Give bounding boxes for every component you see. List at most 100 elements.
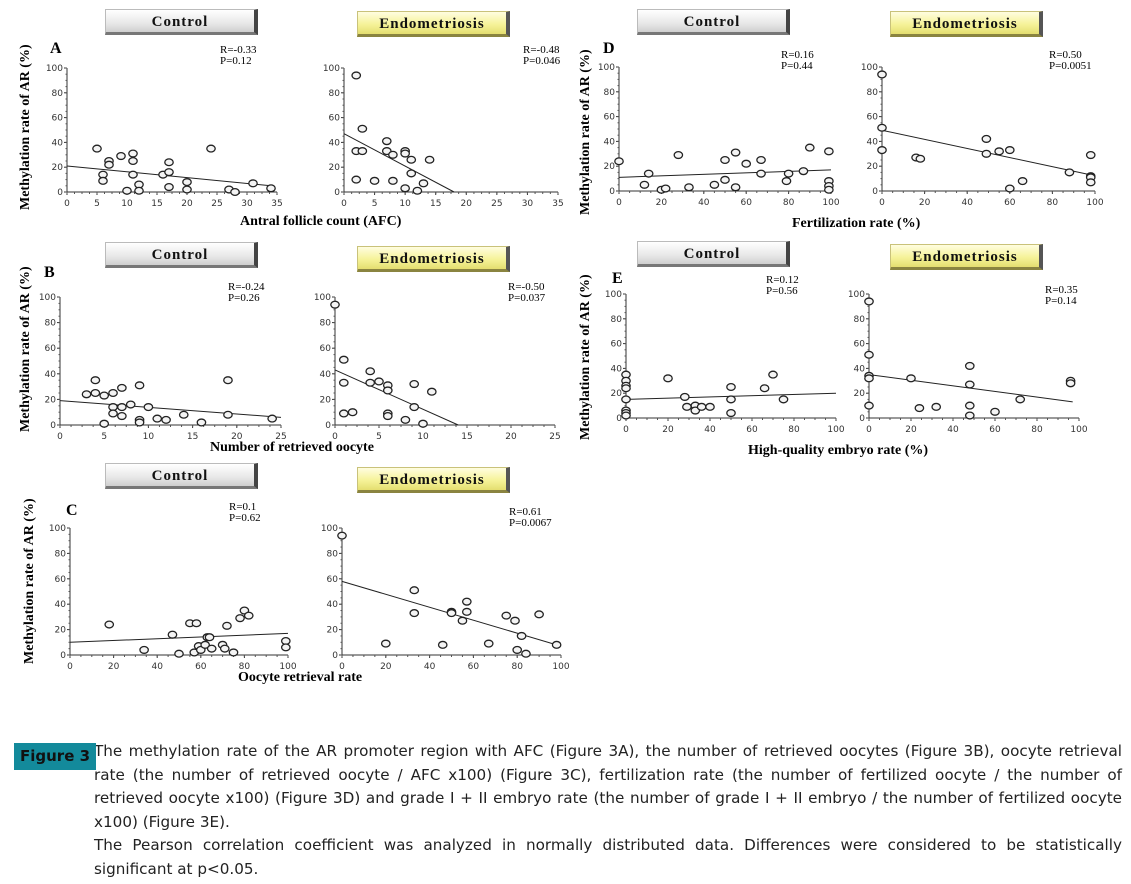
- x-tick-label: 40: [424, 662, 436, 672]
- y-tick-label: 0: [872, 187, 878, 197]
- x-tick-label: 20: [108, 662, 120, 672]
- data-point: [705, 402, 715, 411]
- data-point: [382, 411, 393, 421]
- data-point: [128, 149, 138, 158]
- regression-line: [618, 169, 832, 178]
- figure-caption: Figure 3 The methylation rate of the AR …: [14, 740, 1122, 881]
- y-tick-label: 80: [604, 88, 616, 98]
- data-point: [679, 392, 690, 401]
- y-tick-label: 60: [45, 344, 57, 354]
- data-point: [684, 183, 694, 192]
- data-point: [182, 185, 192, 194]
- y-tick-label: 100: [861, 63, 878, 73]
- data-point: [726, 395, 736, 404]
- data-point: [400, 415, 411, 424]
- data-point: [551, 640, 562, 649]
- scatter-plot-a2: 0 20 40 60 80 100 0 5 10 15 20 25 30 35: [323, 64, 564, 209]
- y-tick-label: 20: [329, 163, 341, 173]
- x-tick-label: 100: [827, 425, 844, 435]
- data-point: [1015, 395, 1026, 404]
- data-point: [1017, 177, 1028, 186]
- x-axis-label-b: Number of retrieved oocyte: [210, 440, 374, 455]
- figure-badge: Figure 3: [14, 743, 97, 770]
- regression-line: [343, 133, 455, 193]
- y-tick-label: 40: [52, 138, 64, 148]
- control-label-e: Control: [637, 241, 790, 267]
- x-tick-label: 10: [143, 432, 155, 442]
- data-point: [267, 414, 278, 423]
- data-point: [709, 180, 720, 189]
- data-point: [206, 144, 216, 153]
- data-point: [516, 631, 527, 640]
- x-tick-label: 10: [121, 199, 133, 209]
- x-tick-label: 35: [552, 199, 563, 209]
- x-tick-label: 15: [187, 432, 198, 442]
- data-point: [906, 374, 916, 383]
- data-point: [726, 382, 736, 392]
- data-point: [696, 402, 707, 411]
- y-tick-label: 100: [46, 64, 63, 74]
- x-tick-label: 0: [623, 425, 629, 435]
- data-point: [174, 649, 184, 658]
- data-point: [409, 609, 420, 618]
- data-point: [374, 377, 384, 386]
- data-point: [280, 643, 291, 652]
- data-point: [400, 149, 410, 158]
- panel-letter-b: B: [44, 264, 55, 281]
- x-tick-label: 5: [376, 432, 382, 442]
- data-point: [365, 367, 376, 376]
- x-tick-label: 60: [740, 198, 752, 208]
- y-tick-label: 20: [867, 162, 879, 172]
- data-point: [200, 640, 211, 649]
- data-point: [108, 388, 118, 398]
- y-tick-label: 100: [605, 290, 622, 300]
- data-point: [483, 639, 494, 648]
- data-point: [365, 378, 376, 387]
- data-point: [369, 176, 380, 185]
- x-tick-label: 0: [67, 662, 73, 672]
- data-point: [388, 176, 398, 185]
- caption-paragraph-1: The methylation rate of the AR promoter …: [94, 742, 1122, 831]
- data-point: [534, 610, 544, 619]
- data-point: [266, 184, 276, 193]
- data-point: [824, 147, 834, 156]
- data-point: [143, 403, 154, 412]
- data-point: [338, 355, 349, 364]
- data-point: [720, 175, 730, 184]
- y-tick-label: 80: [854, 315, 866, 325]
- data-point: [798, 167, 809, 176]
- data-point: [223, 376, 233, 385]
- data-point: [964, 401, 975, 410]
- x-tick-label: 20: [461, 199, 473, 209]
- data-point: [219, 644, 230, 653]
- data-point: [248, 179, 258, 188]
- control-label-b: Control: [105, 242, 258, 268]
- x-tick-label: 60: [989, 425, 1001, 435]
- scatter-plot-a: 0 20 40 60 80 100 0 5 10 15 20 25 30 35: [46, 64, 283, 209]
- data-point: [206, 644, 217, 653]
- data-point: [351, 71, 362, 80]
- data-point: [108, 409, 118, 418]
- x-tick-label: 20: [905, 425, 917, 435]
- x-tick-label: 30: [522, 199, 534, 209]
- data-point: [877, 70, 887, 79]
- data-point: [134, 381, 145, 390]
- y-tick-label: 60: [329, 114, 341, 124]
- data-point: [1085, 178, 1096, 187]
- correlation-stats-c2: R=0.61 P=0.0067: [509, 506, 552, 529]
- regression-line: [59, 400, 282, 418]
- data-point: [964, 411, 975, 420]
- x-tick-label: 60: [195, 662, 207, 672]
- x-tick-label: 100: [1086, 198, 1103, 208]
- x-tick-label: 0: [879, 198, 885, 208]
- regression-line: [334, 369, 459, 426]
- x-tick-label: 80: [1031, 425, 1043, 435]
- data-point: [660, 184, 671, 193]
- data-point: [981, 149, 992, 158]
- y-tick-label: 60: [52, 114, 64, 124]
- y-tick-label: 20: [854, 389, 866, 399]
- x-tick-label: 100: [822, 198, 839, 208]
- data-point: [981, 134, 992, 143]
- data-point: [461, 597, 472, 606]
- data-point: [994, 147, 1004, 156]
